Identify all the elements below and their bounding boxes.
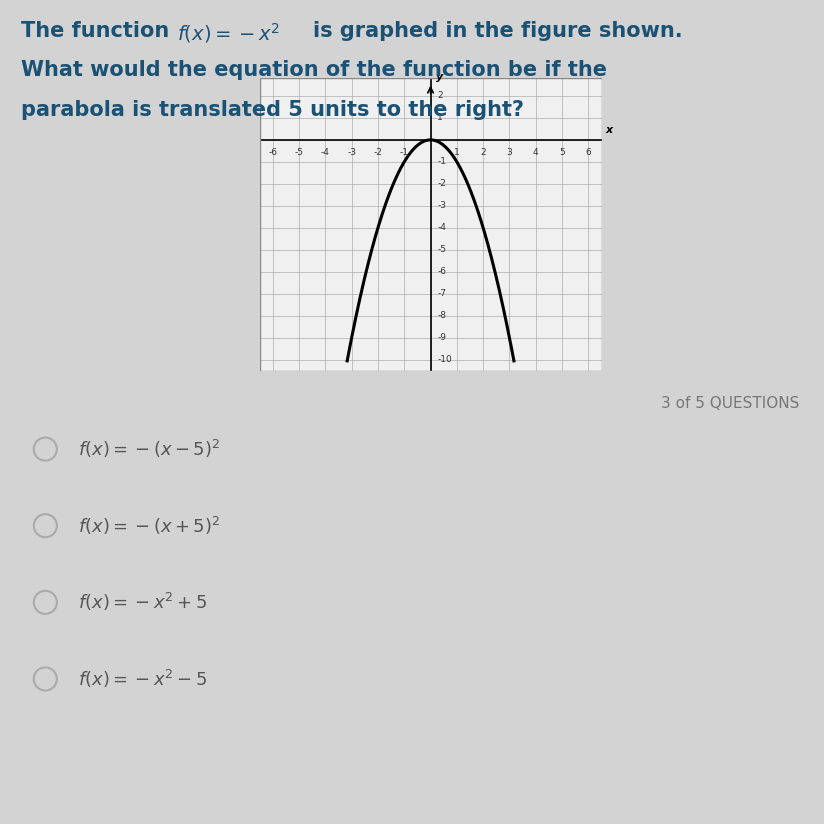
Text: $f(x) = -x^2+5$: $f(x) = -x^2+5$ — [78, 592, 208, 613]
Text: -10: -10 — [437, 355, 452, 364]
Text: 2: 2 — [437, 91, 442, 101]
Text: -7: -7 — [437, 289, 446, 298]
Text: $f(x) = -(x-5)^2$: $f(x) = -(x-5)^2$ — [78, 438, 221, 460]
Text: 1: 1 — [437, 114, 442, 123]
Text: 1: 1 — [454, 147, 460, 157]
Text: y: y — [436, 72, 443, 82]
Text: -3: -3 — [347, 147, 356, 157]
Text: -9: -9 — [437, 334, 446, 342]
Text: -4: -4 — [437, 223, 446, 232]
Text: parabola is translated 5 units to the right?: parabola is translated 5 units to the ri… — [21, 100, 523, 119]
Text: 4: 4 — [533, 147, 539, 157]
Text: is graphed in the figure shown.: is graphed in the figure shown. — [313, 21, 683, 40]
Text: -6: -6 — [269, 147, 277, 157]
Text: -1: -1 — [437, 157, 446, 166]
Text: 3 of 5 QUESTIONS: 3 of 5 QUESTIONS — [661, 396, 799, 410]
Text: 2: 2 — [480, 147, 486, 157]
Text: -5: -5 — [294, 147, 303, 157]
Text: The function: The function — [21, 21, 169, 40]
Text: x: x — [606, 125, 612, 135]
Text: $f(x) = -x^2-5$: $f(x) = -x^2-5$ — [78, 668, 208, 690]
Text: -4: -4 — [321, 147, 330, 157]
Text: -6: -6 — [437, 267, 446, 276]
Text: -5: -5 — [437, 246, 446, 255]
Bar — [260, 78, 602, 371]
Text: -1: -1 — [400, 147, 409, 157]
Text: -8: -8 — [437, 311, 446, 321]
Text: $f(x) = -(x+5)^2$: $f(x) = -(x+5)^2$ — [78, 515, 221, 536]
Text: What would the equation of the function be if the: What would the equation of the function … — [21, 60, 606, 80]
Text: -2: -2 — [373, 147, 382, 157]
Text: $f(x)=-x^2$: $f(x)=-x^2$ — [177, 21, 280, 44]
Text: -2: -2 — [437, 180, 446, 189]
Text: -3: -3 — [437, 201, 446, 210]
Text: 6: 6 — [586, 147, 592, 157]
Text: 3: 3 — [507, 147, 513, 157]
Text: 5: 5 — [559, 147, 565, 157]
